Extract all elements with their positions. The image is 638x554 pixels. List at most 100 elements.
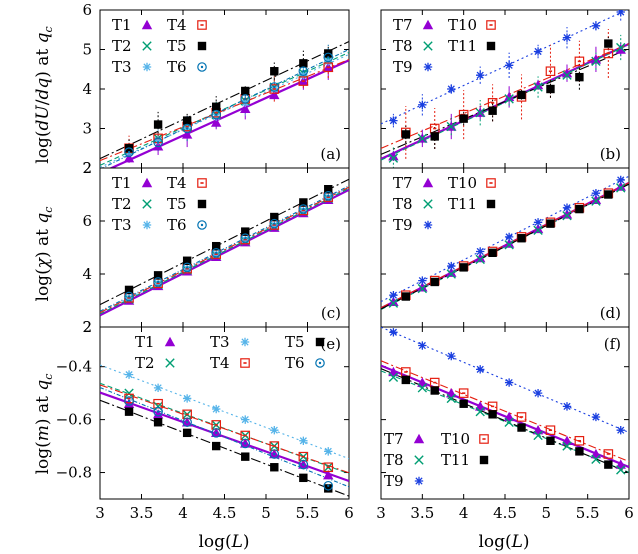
legend-label-t3: T3 (112, 58, 132, 76)
x-tick-label: 5 (542, 504, 552, 522)
data-point-t11 (488, 410, 497, 419)
data-point-t11 (575, 72, 584, 82)
data-point-t1 (123, 152, 135, 163)
fit-line-t3 (100, 53, 349, 168)
data-point-t5 (299, 59, 308, 68)
data-point-t5 (212, 441, 221, 451)
data-point-t6 (240, 438, 251, 449)
data-point-t7 (503, 91, 515, 102)
fit-line-t4 (100, 186, 349, 314)
panel-label: (b) (600, 145, 621, 163)
data-point-t8 (533, 430, 543, 441)
data-point-t1 (181, 129, 193, 139)
data-point-t7 (388, 296, 399, 307)
fit-line-t1 (100, 188, 349, 317)
legend-marker-t1 (141, 177, 153, 188)
data-point-t9 (562, 33, 572, 42)
data-point-t11 (517, 423, 526, 432)
data-point-t3 (324, 447, 333, 456)
legend-label-t2: T2 (135, 354, 155, 372)
x-tick-label: 6 (624, 504, 634, 522)
data-point-t3 (270, 426, 279, 435)
y-tick-label: −0.8 (56, 464, 92, 482)
legend-marker-t2 (142, 41, 152, 51)
data-point-t8 (591, 56, 601, 67)
data-point-t9 (389, 328, 398, 337)
legend-marker-t9 (423, 62, 433, 72)
data-point-t8 (562, 211, 572, 221)
data-point-t6 (153, 277, 163, 287)
data-point-t7 (388, 150, 399, 161)
data-point-t8 (388, 153, 399, 163)
legend-marker-t11 (486, 199, 496, 209)
data-point-t6 (298, 204, 309, 214)
panel-frame (380, 326, 630, 500)
panel-label: (c) (321, 304, 341, 322)
data-point-t8 (504, 240, 514, 250)
legend-marker-t5 (315, 337, 325, 347)
legend-marker-t8 (423, 199, 433, 209)
fit-line-t4 (100, 58, 349, 162)
data-point-t5 (270, 463, 279, 472)
legend-marker-t11 (479, 455, 489, 465)
legend-marker-t10 (479, 434, 489, 444)
legend-marker-t10 (486, 178, 496, 188)
fit-line-t11 (381, 48, 629, 155)
data-point-t11 (575, 447, 584, 456)
data-point-t5 (270, 67, 279, 76)
data-point-t1 (240, 103, 251, 113)
panel-d: (d) T7 T10 T8 T11 T9 (380, 167, 630, 328)
data-point-t9 (533, 47, 543, 56)
data-point-t8 (562, 441, 572, 451)
legend-label-t10: T10 (441, 430, 470, 448)
xlabel-left: log(L) (198, 532, 249, 552)
data-point-t11 (546, 84, 555, 94)
data-point-t9 (476, 70, 485, 80)
data-point-t6 (240, 94, 251, 104)
legend-label-t2: T2 (112, 37, 132, 55)
data-point-t10 (603, 449, 614, 459)
data-point-t7 (532, 425, 544, 435)
data-point-t11 (604, 190, 613, 199)
data-point-t6 (298, 459, 309, 470)
data-point-t11 (459, 399, 468, 408)
data-point-t3 (153, 383, 163, 393)
data-point-t5 (299, 473, 308, 483)
data-point-t6 (323, 52, 334, 63)
legend-marker-t10 (486, 20, 496, 30)
legend-label-t4: T4 (210, 354, 230, 372)
legend-label-t5: T5 (167, 195, 187, 213)
legend-marker-t4 (240, 358, 250, 368)
data-point-t10 (516, 412, 527, 422)
legend-label-t3: T3 (112, 216, 132, 234)
data-point-t7 (590, 194, 602, 204)
data-point-t9 (616, 426, 625, 435)
legend-marker-t9 (414, 476, 424, 486)
data-point-t6 (124, 147, 134, 157)
data-point-t9 (591, 412, 601, 422)
data-point-t5 (270, 212, 279, 222)
data-point-t1 (211, 117, 222, 127)
x-tick-label: 5.5 (576, 504, 600, 522)
legend-marker-t9 (423, 220, 433, 230)
data-point-t6 (153, 137, 163, 148)
legend-marker-t4 (197, 20, 207, 30)
data-point-t6 (124, 291, 134, 302)
data-point-t2 (153, 401, 163, 412)
legend-marker-t7 (413, 433, 425, 444)
legend-label-t11: T11 (441, 451, 470, 469)
data-point-t1 (152, 409, 164, 419)
data-point-t9 (616, 175, 625, 185)
data-point-t8 (417, 383, 428, 393)
data-point-t3 (241, 415, 250, 424)
fit-line-t3 (100, 364, 349, 460)
legend-label-t6: T6 (167, 58, 187, 76)
panel-e: 3 3.5 4 4.5 5 5.5 6 −0.4 −0.6 −0.8 (e) T1 T3 T5 T2 T4 T6 (56, 326, 354, 522)
data-point-t3 (124, 370, 134, 379)
fit-line-t5 (100, 41, 349, 160)
data-point-t3 (153, 136, 163, 145)
data-point-t3 (299, 436, 308, 445)
data-point-t8 (388, 298, 399, 308)
panel-label: (f) (604, 335, 621, 353)
